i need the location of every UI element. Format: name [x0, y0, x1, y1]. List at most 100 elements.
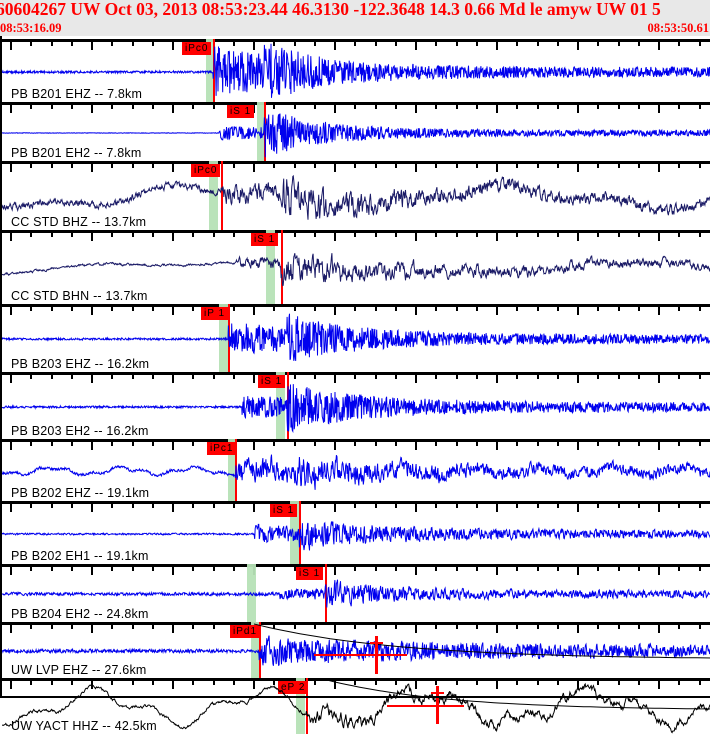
axis-minor-tick: [50, 161, 53, 168]
axis-minor-tick: [374, 161, 377, 168]
axis-major-tick: [10, 304, 12, 315]
axis-minor-tick: [313, 161, 316, 168]
axis-minor-tick: [293, 564, 296, 571]
axis-minor-tick: [313, 102, 316, 109]
axis-major-tick: [577, 439, 579, 450]
axis-major-tick: [91, 678, 93, 689]
axis-minor-tick: [30, 161, 33, 168]
axis-major-tick: [91, 39, 93, 50]
axis-minor-tick: [131, 230, 134, 237]
phase-pick-label[interactable]: iS 1: [270, 504, 298, 517]
axis-major-tick: [10, 622, 12, 633]
axis-minor-tick: [313, 39, 316, 46]
axis-minor-tick: [50, 304, 53, 311]
axis-minor-tick: [556, 501, 559, 508]
phase-pick-label[interactable]: eP 2: [278, 681, 309, 694]
axis-major-tick: [91, 439, 93, 450]
axis-minor-tick: [313, 372, 316, 379]
axis-major-tick: [658, 161, 660, 172]
phase-pick-label[interactable]: iS 1: [296, 567, 324, 580]
axis-minor-tick: [678, 439, 681, 446]
axis-major-tick: [334, 102, 336, 113]
axis-minor-tick: [212, 622, 215, 629]
phase-pick-label[interactable]: iS 1: [227, 105, 255, 118]
trace-panel[interactable]: iS 1 PB B201 EH2 -- 7.8km: [2, 102, 710, 161]
axis-minor-tick: [151, 102, 154, 109]
axis-major-tick: [91, 372, 93, 383]
channel-label: UW YACT HHZ -- 42.5km: [11, 719, 157, 733]
axis-major-tick: [577, 501, 579, 512]
axis-major-tick: [334, 230, 336, 241]
axis-major-tick: [334, 304, 336, 315]
axis-minor-tick: [50, 501, 53, 508]
axis-minor-tick: [151, 439, 154, 446]
axis-minor-tick: [374, 678, 377, 685]
axis-minor-tick: [698, 564, 701, 571]
phase-pick-line[interactable]: [259, 622, 261, 678]
trace-panel[interactable]: iPd1 UW LVP EHZ -- 27.6km: [2, 622, 710, 678]
axis-minor-tick: [597, 678, 600, 685]
axis-minor-tick: [637, 372, 640, 379]
axis-major-tick: [658, 678, 660, 689]
phase-pick-label[interactable]: iPc1: [207, 442, 237, 455]
trace-panel[interactable]: iS 1 PB B203 EH2 -- 16.2km: [2, 372, 710, 439]
trace-stack[interactable]: iPc0 PB B201 EHZ -- 7.8km iS 1 PB B201 EH2 …: [0, 36, 710, 734]
axis-minor-tick: [698, 622, 701, 629]
axis-minor-tick: [131, 439, 134, 446]
axis-major-tick: [10, 161, 12, 172]
axis-minor-tick: [475, 304, 478, 311]
trace-panel[interactable]: iS 1 PB B202 EH1 -- 19.1km: [2, 501, 710, 564]
phase-pick-label[interactable]: iPc0: [182, 42, 212, 55]
trace-panel[interactable]: iPc0 PB B201 EHZ -- 7.8km: [2, 39, 710, 102]
axis-minor-tick: [70, 39, 73, 46]
axis-minor-tick: [232, 501, 235, 508]
axis-minor-tick: [536, 439, 539, 446]
phase-pick-label[interactable]: iPc0: [191, 164, 221, 177]
trace-panel[interactable]: iS 1 PB B204 EH2 -- 24.8km: [2, 564, 710, 622]
channel-label: CC STD BHN -- 13.7km: [11, 289, 148, 303]
axis-minor-tick: [678, 39, 681, 46]
axis-minor-tick: [516, 622, 519, 629]
axis-minor-tick: [151, 230, 154, 237]
axis-minor-tick: [374, 304, 377, 311]
axis-minor-tick: [212, 678, 215, 685]
axis-minor-tick: [678, 564, 681, 571]
axis-minor-tick: [698, 439, 701, 446]
phase-pick-label[interactable]: iS 1: [251, 233, 279, 246]
phase-pick-line[interactable]: [221, 161, 223, 230]
axis-minor-tick: [637, 39, 640, 46]
axis-minor-tick: [374, 501, 377, 508]
axis-minor-tick: [475, 622, 478, 629]
trace-panel[interactable]: iPc1 PB B202 EHZ -- 19.1km: [2, 439, 710, 501]
axis-minor-tick: [273, 161, 276, 168]
axis-major-tick: [334, 439, 336, 450]
axis-major-tick: [253, 372, 255, 383]
axis-minor-tick: [536, 304, 539, 311]
axis-minor-tick: [617, 102, 620, 109]
axis-major-tick: [415, 439, 417, 450]
coda-amplitude-bar: [387, 705, 464, 707]
axis-minor-tick: [273, 439, 276, 446]
trace-panel[interactable]: iP 1 PB B203 EHZ -- 16.2km: [2, 304, 710, 372]
axis-major-tick: [10, 372, 12, 383]
axis-minor-tick: [597, 372, 600, 379]
axis-minor-tick: [394, 678, 397, 685]
axis-minor-tick: [70, 439, 73, 446]
axis-minor-tick: [313, 678, 316, 685]
axis-minor-tick: [70, 161, 73, 168]
axis-minor-tick: [273, 39, 276, 46]
axis-minor-tick: [516, 161, 519, 168]
axis-minor-tick: [536, 39, 539, 46]
axis-minor-tick: [232, 304, 235, 311]
trace-panel[interactable]: iPc0 CC STD BHZ -- 13.7km: [2, 161, 710, 230]
axis-minor-tick: [678, 102, 681, 109]
phase-pick-line[interactable]: [281, 230, 283, 304]
phase-pick-label[interactable]: iP 1: [201, 307, 229, 320]
axis-minor-tick: [617, 678, 620, 685]
phase-pick-label[interactable]: iS 1: [258, 375, 286, 388]
trace-panel[interactable]: eP 2 UW YACT HHZ -- 42.5km: [2, 678, 710, 734]
phase-pick-label[interactable]: iPd1: [230, 625, 261, 638]
trace-panel[interactable]: iS 1 CC STD BHN -- 13.7km: [2, 230, 710, 304]
axis-major-tick: [496, 230, 498, 241]
signal-window-band: [228, 439, 237, 501]
